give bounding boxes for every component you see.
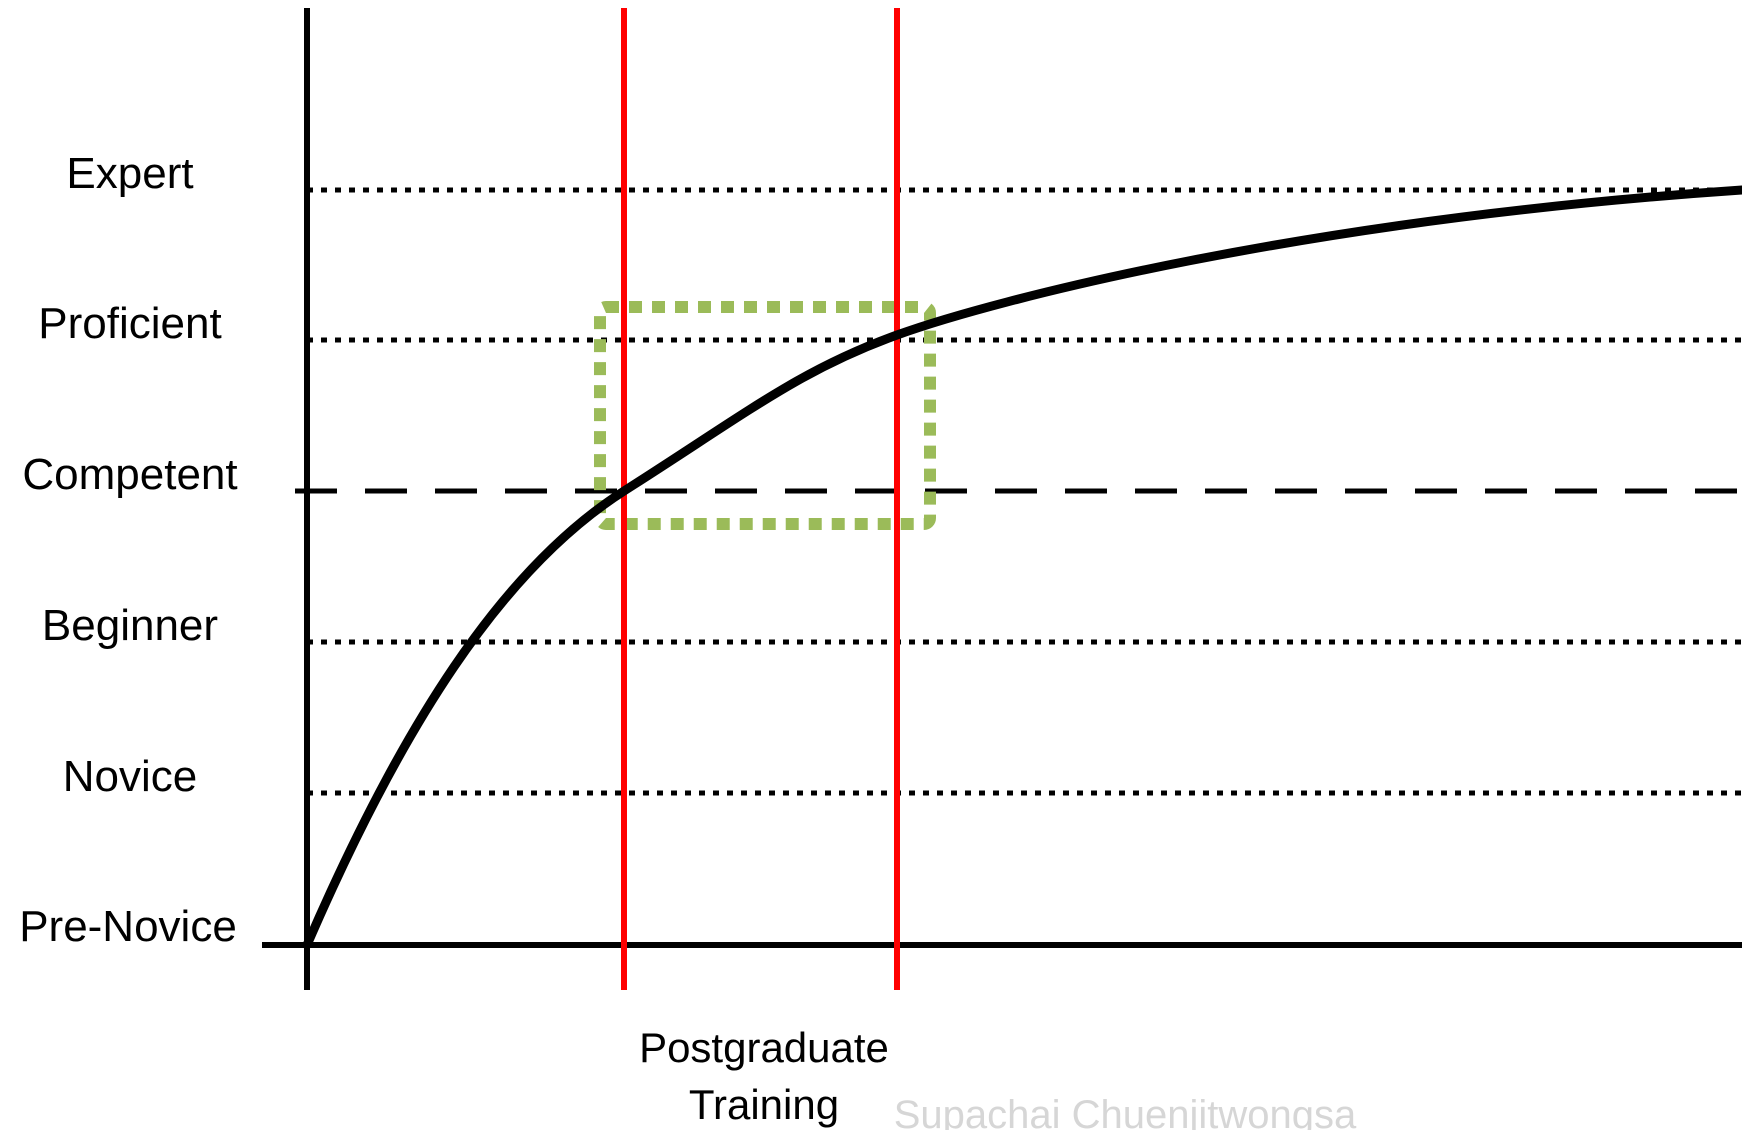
level-label-beginner: Beginner: [42, 601, 218, 650]
watermark: Supachai Chuenjitwongsa: [894, 1093, 1357, 1130]
level-label-pre-novice: Pre-Novice: [19, 902, 237, 951]
level-label-proficient: Proficient: [38, 299, 221, 348]
x-label-line-2: Training: [689, 1081, 839, 1128]
x-label-line-1: Postgraduate: [639, 1024, 889, 1071]
learning-curve: [302, 185, 1742, 950]
level-label-expert: Expert: [66, 149, 193, 198]
level-label-novice: Novice: [63, 752, 198, 801]
level-label-competent: Competent: [22, 450, 237, 499]
competence-highlight-box: [594, 301, 936, 530]
